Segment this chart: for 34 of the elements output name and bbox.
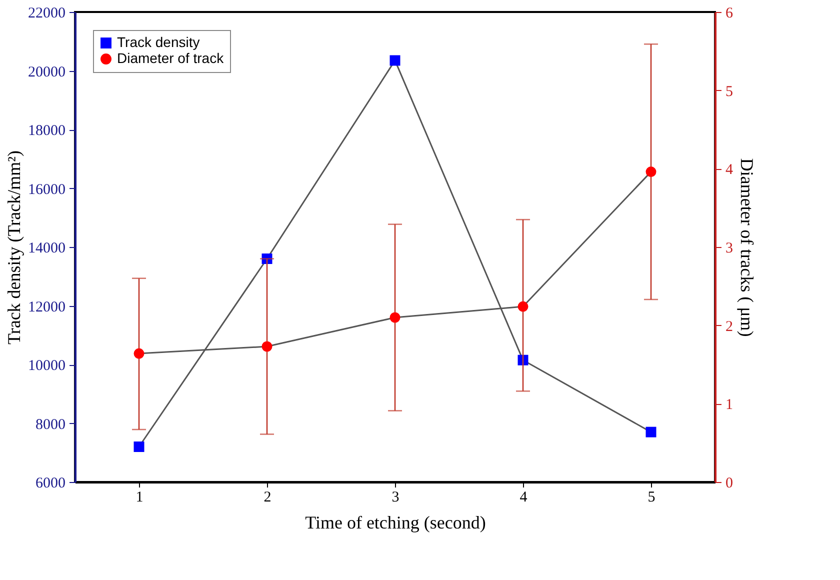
y2-tick-label: 2 <box>726 318 733 335</box>
y-tick-label: 8000 <box>36 416 66 433</box>
y2-tick-label: 6 <box>726 6 734 22</box>
x-tick-label: 2 <box>264 490 272 506</box>
x-tick-label: 1 <box>136 490 144 506</box>
y2-tick-label: 3 <box>726 240 733 256</box>
y2-axis-title: Diameter of tracks ( μm) <box>737 158 757 337</box>
y2-tick-label: 4 <box>726 162 734 178</box>
point <box>134 442 144 452</box>
legend-label: Diameter of track <box>117 50 225 66</box>
y2-tick-label: 0 <box>726 476 733 492</box>
y-tick-label: 12000 <box>28 299 66 316</box>
x-axis-title: Time of etching (second) <box>305 512 486 532</box>
y2-tick-label: 5 <box>726 84 733 100</box>
x-tick-label: 4 <box>520 490 528 506</box>
y-tick-label: 16000 <box>28 182 66 198</box>
y-tick-label: 18000 <box>28 123 66 139</box>
y2-tick-label: 1 <box>726 397 733 414</box>
x-tick-label: 3 <box>392 490 400 506</box>
point <box>262 341 272 352</box>
point <box>134 348 144 359</box>
y-tick-label: 6000 <box>36 476 66 492</box>
y-tick-label: 20000 <box>28 64 66 80</box>
y-axis-title: Track density (Track/mm²) <box>4 150 24 345</box>
point <box>390 312 400 323</box>
y-tick-label: 22000 <box>28 6 66 22</box>
point <box>646 166 656 178</box>
x-tick-label: 5 <box>648 490 656 506</box>
point <box>518 301 528 312</box>
legend-label: Track density <box>117 34 200 50</box>
point <box>390 55 400 66</box>
point <box>646 426 656 438</box>
y-tick-label: 10000 <box>28 358 66 374</box>
y-tick-label: 14000 <box>28 240 66 256</box>
